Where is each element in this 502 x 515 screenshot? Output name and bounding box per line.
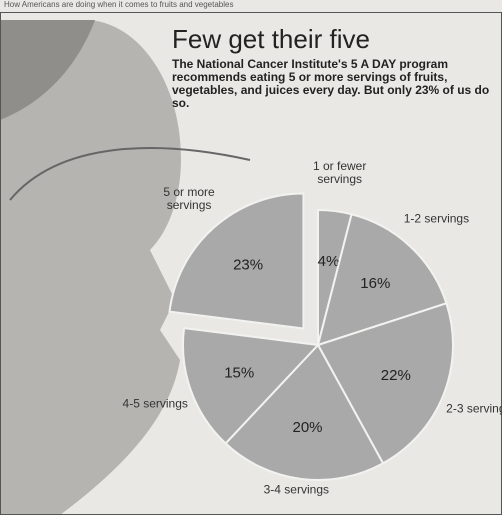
value-label: 23% xyxy=(233,257,263,274)
category-label: 1-2 servings xyxy=(403,211,470,226)
value-label: 4% xyxy=(318,253,340,270)
category-label: 4-5 servings xyxy=(122,396,188,411)
caption: How Americans are doing when it comes to… xyxy=(4,0,234,9)
subtitle: The National Cancer Institute's 5 A DAY … xyxy=(172,57,490,110)
face-silhouette xyxy=(0,20,181,515)
glasses-arm xyxy=(9,147,251,201)
hair xyxy=(0,20,95,120)
pie-slice xyxy=(316,213,448,347)
value-label: 15% xyxy=(224,364,254,381)
value-label: 22% xyxy=(381,367,411,384)
pie-slice xyxy=(182,326,321,445)
pie-slice xyxy=(224,343,385,481)
category-label: 1 or fewer servings xyxy=(312,159,367,187)
pie-slice xyxy=(168,192,305,330)
category-label: 3-4 servings xyxy=(263,482,329,497)
value-label: 16% xyxy=(360,275,390,292)
category-label: 5 or more servings xyxy=(163,184,215,212)
value-label: 20% xyxy=(292,419,322,436)
category-label: 2-3 servings xyxy=(446,401,502,416)
pie-slice xyxy=(316,302,454,465)
chart-title: Few get their five xyxy=(172,24,370,54)
